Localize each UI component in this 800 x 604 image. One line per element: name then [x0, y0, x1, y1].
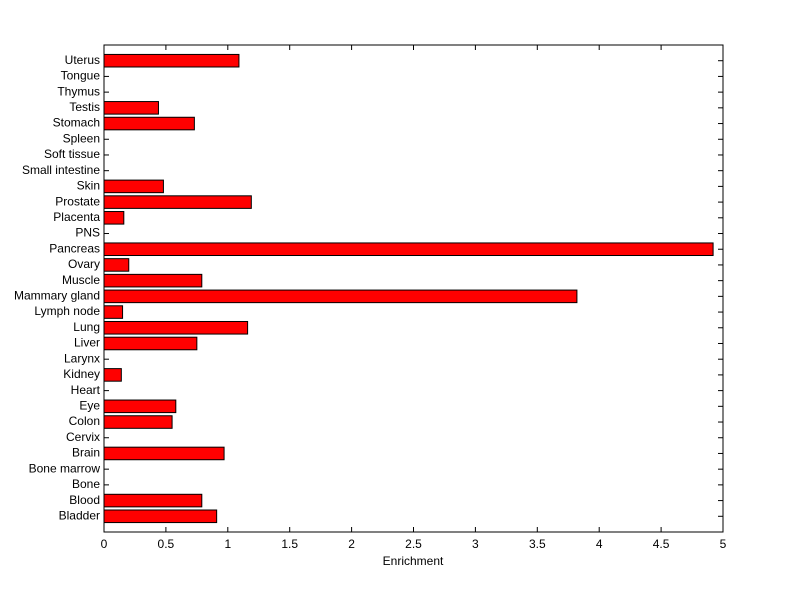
x-tick-label: 3.5: [529, 537, 546, 551]
x-tick-label: 2.5: [405, 537, 422, 551]
bar: [103, 179, 164, 194]
x-tick-label: 2: [348, 537, 355, 551]
y-tick-label: Lymph node: [34, 304, 100, 318]
y-tick-label: Skin: [77, 179, 100, 193]
bar: [103, 493, 203, 508]
bar: [103, 116, 195, 131]
bar: [103, 336, 198, 351]
y-tick-label: Pancreas: [49, 241, 100, 255]
bar: [103, 242, 714, 257]
y-tick-label: Thymus: [57, 84, 100, 98]
y-tick-label: Prostate: [55, 194, 100, 208]
x-tick-label: 1: [224, 537, 231, 551]
bar: [103, 53, 240, 68]
x-tick-label: 0: [101, 537, 108, 551]
y-tick-label: Lung: [73, 320, 100, 334]
x-tick-label: 3: [472, 537, 479, 551]
bar: [103, 195, 252, 209]
y-tick-label: Tongue: [61, 69, 101, 83]
y-tick-label: Bone: [72, 477, 100, 491]
y-tick-label: Small intestine: [22, 163, 100, 177]
bar: [103, 289, 578, 304]
y-tick-label: Liver: [74, 336, 100, 350]
y-tick-label: Eye: [79, 398, 100, 412]
y-tick-label: Brain: [72, 446, 100, 460]
bar: [103, 258, 130, 272]
y-tick-label: Testis: [69, 100, 100, 114]
x-tick-label: 0.5: [158, 537, 175, 551]
y-tick-label: Larynx: [64, 351, 100, 365]
y-tick-label: Spleen: [63, 131, 100, 145]
y-tick-label: Uterus: [65, 53, 100, 67]
x-tick-label: 4.5: [653, 537, 670, 551]
y-tick-label: Cervix: [66, 430, 100, 444]
bar: [103, 305, 124, 319]
bar: [103, 415, 173, 429]
bar: [103, 273, 203, 288]
y-tick-label: Bone marrow: [29, 461, 101, 475]
x-tick-label: 5: [720, 537, 727, 551]
bar: [103, 509, 218, 524]
y-tick-label: Placenta: [53, 210, 100, 224]
x-tick-label: 4: [596, 537, 603, 551]
bar: [103, 446, 225, 461]
bar: [103, 211, 125, 225]
bar: [103, 399, 177, 414]
y-tick-label: Ovary: [68, 257, 100, 271]
y-tick-label: Kidney: [63, 367, 100, 381]
y-tick-label: PNS: [75, 226, 100, 240]
x-axis-label: Enrichment: [383, 554, 444, 568]
x-tick-label: 1.5: [281, 537, 298, 551]
y-tick-label: Muscle: [62, 273, 100, 287]
bar: [103, 101, 159, 115]
y-tick-label: Bladder: [59, 508, 100, 522]
y-tick-label: Heart: [71, 383, 101, 397]
y-tick-label: Blood: [69, 493, 100, 507]
y-tick-label: Mammary gland: [14, 289, 100, 303]
y-tick-label: Colon: [69, 414, 100, 428]
bar: [103, 368, 122, 382]
y-tick-label: Soft tissue: [44, 147, 100, 161]
y-tick-label: Stomach: [53, 116, 100, 130]
bar: [103, 320, 249, 335]
